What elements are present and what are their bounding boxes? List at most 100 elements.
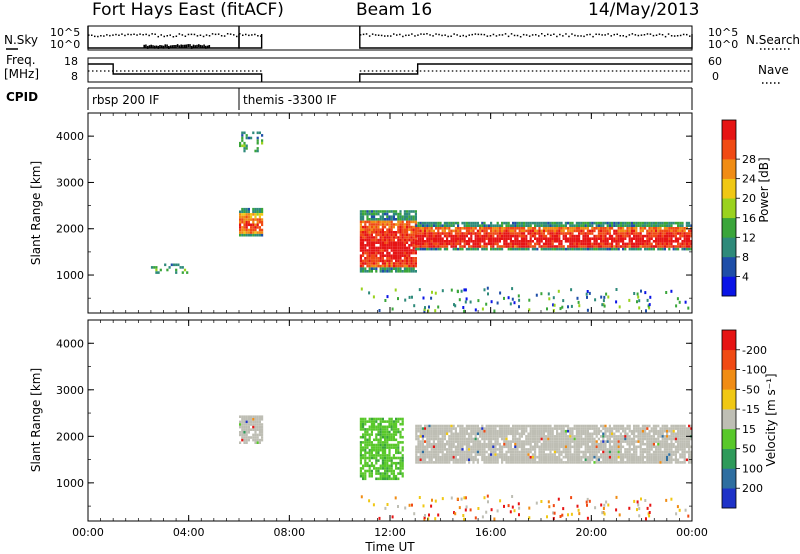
power-echo-cell <box>401 228 404 231</box>
velocity-echo-cell <box>494 453 497 456</box>
power-echo-cell <box>379 236 382 239</box>
velocity-echo-cell <box>430 445 433 449</box>
velocity-echo-cell <box>245 425 248 429</box>
velocity-echo-cell <box>428 461 431 464</box>
velocity-echo-cell <box>443 429 446 433</box>
power-echo-cell <box>245 231 248 234</box>
velocity-echo-cell <box>448 458 451 462</box>
power-echo-cell <box>505 227 508 230</box>
velocity-echo-cell <box>606 429 609 433</box>
velocity-echo-cell <box>370 454 373 457</box>
power-echo-cell <box>258 215 261 219</box>
velocity-echo-cell <box>622 440 625 443</box>
power-echo-cell <box>516 232 519 235</box>
power-echo-cell <box>534 237 537 240</box>
nsearch-dot <box>139 33 141 35</box>
velocity-echo-cell <box>474 445 477 449</box>
velocity-echo-cell <box>641 453 644 456</box>
velocity-echo-cell <box>505 437 508 441</box>
power-echo-cell <box>560 245 563 248</box>
power-echo-cell <box>395 249 398 252</box>
velocity-echo-cell <box>439 461 442 464</box>
velocity-echo-cell <box>582 453 585 456</box>
power-echo-cell <box>366 254 369 257</box>
power-speckle <box>638 299 641 303</box>
velocity-echo-cell <box>485 450 488 454</box>
power-echo-cell <box>679 245 682 248</box>
velocity-echo-cell <box>560 442 563 446</box>
velocity-echo-cell <box>644 424 647 428</box>
power-echo-cell <box>463 227 466 230</box>
power-echo-cell <box>406 264 409 268</box>
velocity-echo-cell <box>487 445 490 449</box>
nsky-bar <box>178 45 181 49</box>
velocity-echo-cell <box>648 432 651 436</box>
velocity-echo-cell <box>613 424 616 428</box>
velocity-echo-cell <box>606 455 609 459</box>
power-echo-cell <box>492 240 495 243</box>
power-echo-cell <box>562 232 565 235</box>
nsky-bar <box>148 45 151 49</box>
velocity-echo-cell <box>564 432 567 436</box>
velocity-echo-cell <box>481 427 484 430</box>
velocity-echo-cell <box>481 458 484 462</box>
power-echo-cell <box>479 245 482 248</box>
velocity-speckle <box>450 496 453 500</box>
velocity-echo-cell <box>428 437 431 441</box>
velocity-echo-cell <box>606 437 609 441</box>
velocity-echo-cell <box>591 453 594 456</box>
power-echo-cell <box>439 237 442 240</box>
velocity-echo-cell <box>254 431 257 434</box>
velocity-echo-cell <box>375 472 378 475</box>
velocity-speckle <box>463 496 466 500</box>
velocity-echo-cell <box>397 417 400 421</box>
velocity-echo-cell <box>388 474 391 478</box>
velocity-echo-cell <box>679 442 682 446</box>
power-echo-cell <box>388 223 391 226</box>
velocity-echo-cell <box>461 448 464 451</box>
velocity-echo-cell <box>258 415 261 418</box>
power-echo-cell <box>417 229 420 233</box>
power-echo-cell <box>239 210 242 214</box>
velocity-speckle <box>453 511 455 515</box>
power-echo-cell <box>401 220 404 224</box>
velocity-echo-cell <box>578 450 581 454</box>
velocity-echo-cell <box>648 448 651 451</box>
velocity-echo-cell <box>261 425 264 429</box>
power-echo-cell <box>584 237 587 240</box>
power-echo-cell <box>439 221 442 225</box>
power-echo-cell <box>575 240 578 243</box>
power-echo-cell <box>150 266 154 269</box>
velocity-echo-cell <box>670 437 673 441</box>
power-echo-cell <box>428 227 431 230</box>
power-echo-cell <box>403 257 406 260</box>
power-echo-cell <box>650 232 653 235</box>
power-echo-cell <box>479 242 482 246</box>
power-echo-cell <box>362 218 365 221</box>
velocity-echo-cell <box>666 435 669 438</box>
power-echo-cell <box>377 238 380 242</box>
power-echo-cell <box>622 247 625 251</box>
power-echo-cell <box>639 221 642 225</box>
velocity-echo-cell <box>582 442 585 446</box>
velocity-echo-cell <box>520 427 523 430</box>
velocity-echo-cell <box>542 432 545 436</box>
velocity-echo-cell <box>435 461 438 464</box>
power-echo-cell <box>483 224 486 227</box>
velocity-echo-cell <box>531 432 534 436</box>
velocity-echo-cell <box>258 433 261 437</box>
nsky-bar <box>187 44 189 48</box>
velocity-echo-cell <box>368 448 371 452</box>
power-echo-cell <box>386 210 389 213</box>
velocity-echo-cell <box>386 430 389 434</box>
velocity-echo-cell <box>584 440 587 443</box>
power-echo-cell <box>593 247 596 251</box>
power-echo-cell <box>254 215 257 219</box>
power-echo-cell <box>569 247 572 251</box>
velocity-echo-cell <box>377 433 380 436</box>
velocity-echo-cell <box>401 461 404 465</box>
power-echo-cell <box>578 245 581 248</box>
power-echo-cell <box>666 242 669 246</box>
velocity-echo-cell <box>252 418 255 421</box>
velocity-echo-cell <box>602 445 605 449</box>
